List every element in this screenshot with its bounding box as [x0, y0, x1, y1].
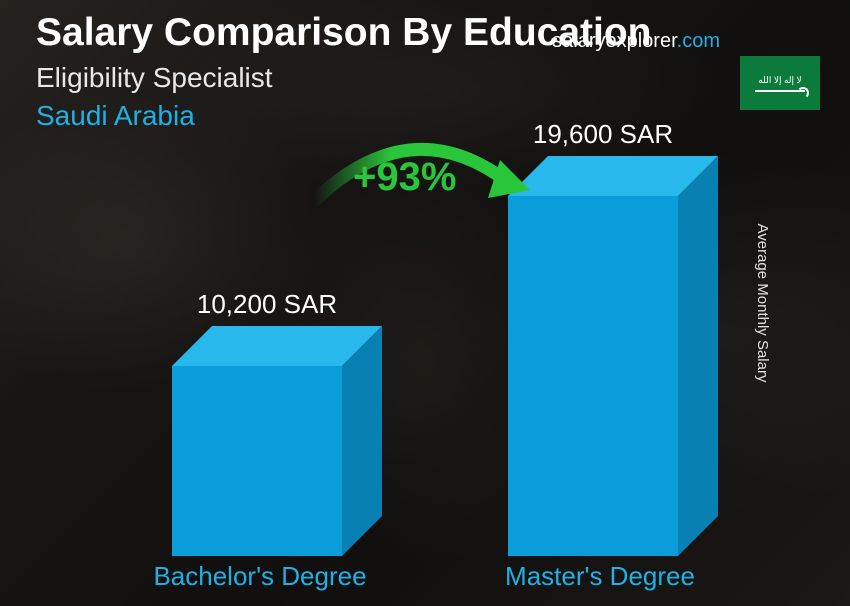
flag-icon: لا إله إلا الله	[740, 56, 820, 110]
brand-prefix: salaryexplorer	[552, 30, 677, 52]
bar-body	[172, 366, 342, 556]
content-layer: Salary Comparison By Education Eligibili…	[0, 0, 850, 606]
brand-text: salaryexplorer.com	[552, 30, 720, 53]
bar-body	[508, 196, 678, 556]
flag-script: لا إله إلا الله	[758, 75, 801, 86]
bar-bachelors: 10,200 SAR	[172, 289, 342, 556]
bar-top-face	[172, 326, 342, 366]
bar-value-bachelors: 10,200 SAR	[192, 289, 342, 320]
country-label: Saudi Arabia	[36, 100, 195, 132]
bar-value-masters: 19,600 SAR	[528, 119, 678, 150]
x-label-masters: Master's Degree	[480, 561, 720, 592]
job-subtitle: Eligibility Specialist	[36, 62, 273, 94]
brand-suffix: .com	[677, 30, 720, 52]
x-label-bachelors: Bachelor's Degree	[130, 561, 390, 592]
percent-change-label: +93%	[353, 155, 456, 200]
flag-sword-icon	[755, 90, 805, 92]
